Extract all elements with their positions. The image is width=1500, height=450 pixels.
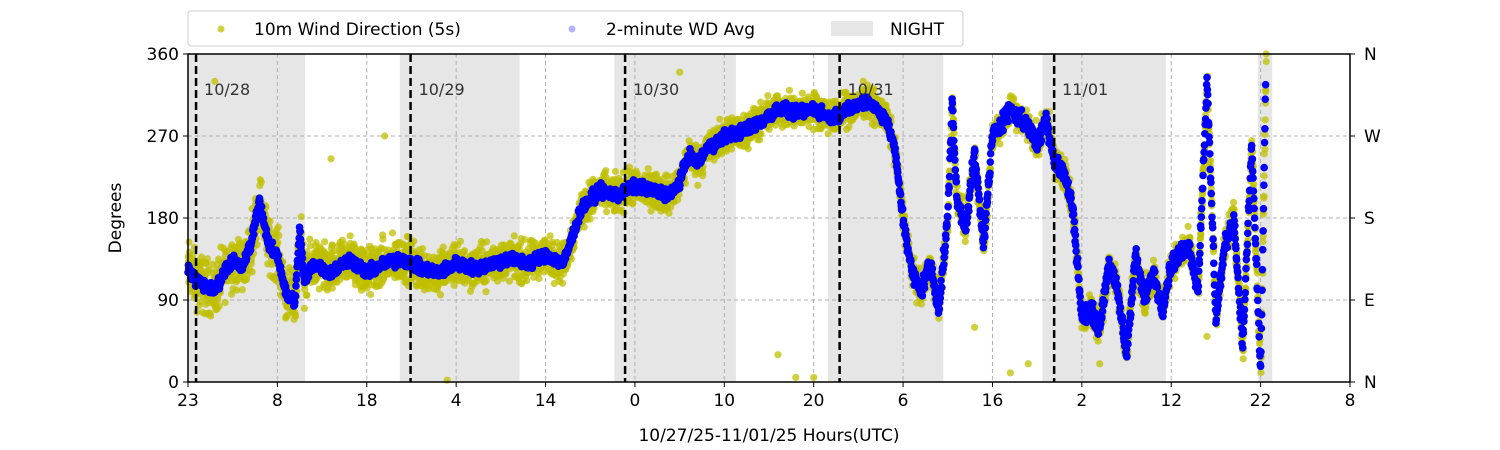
wd-5s-point xyxy=(418,244,427,253)
wd-5s-point xyxy=(1203,332,1211,341)
wd-5s-point xyxy=(221,298,229,307)
wd-5s-point xyxy=(1206,157,1215,165)
wd-5s-point xyxy=(379,235,387,243)
wd-5s-point xyxy=(558,279,567,287)
wd-5s-point xyxy=(716,115,724,123)
wd-5s-point xyxy=(764,92,772,100)
wd-5s-point xyxy=(367,290,375,299)
wd-5s-point xyxy=(1260,192,1268,200)
wd-5s-point xyxy=(253,241,261,249)
wd-5s-point xyxy=(328,284,336,292)
wd-5s-point xyxy=(1260,172,1268,180)
wd-5s-point xyxy=(233,286,241,294)
wd-5s-point xyxy=(436,291,445,299)
wd-5s-point xyxy=(483,238,491,246)
wd-5s-point xyxy=(774,351,782,359)
wd-5s-point xyxy=(1229,198,1238,207)
wd-5s-point xyxy=(1149,256,1158,264)
wd-5s-point xyxy=(301,286,309,294)
wd-5s-point xyxy=(300,304,309,312)
wd-5s-point xyxy=(1262,88,1270,96)
wd-5s-point xyxy=(1259,237,1267,246)
wd-5s-point xyxy=(327,155,335,163)
wd-5s-point xyxy=(523,277,531,285)
wd-5s-point xyxy=(292,312,300,320)
wd-5s-point xyxy=(727,145,736,153)
wd-5s-point xyxy=(996,140,1004,148)
wd-5s-point xyxy=(792,373,800,382)
wd-5s-point xyxy=(1010,95,1018,104)
wd-5s-point xyxy=(215,302,223,310)
wd-5s-point xyxy=(321,238,329,246)
wd-5s-point xyxy=(346,232,354,240)
wd-5s-point xyxy=(303,291,311,299)
wd-5s-point xyxy=(203,255,212,263)
wd-5s-point xyxy=(456,237,465,245)
night-period xyxy=(399,54,520,382)
wd-5s-point xyxy=(1262,58,1270,66)
wd-5s-point xyxy=(810,373,818,382)
wd-5s-point xyxy=(676,68,684,76)
wd-5s-point xyxy=(603,208,611,216)
wd-5s-point xyxy=(482,288,490,296)
wd-5s-point xyxy=(460,247,469,255)
wd-5s-point xyxy=(546,232,554,240)
wd-5s-point xyxy=(1184,222,1192,231)
wd-5s-point xyxy=(510,232,518,240)
wd-5s-point xyxy=(798,89,806,97)
wd-5s-point xyxy=(381,132,389,140)
wd-5s-point xyxy=(744,145,752,153)
wd-5s-point xyxy=(238,286,246,294)
wd-5s-point xyxy=(274,223,282,231)
wd-5s-point xyxy=(248,268,256,276)
wd-5s-point xyxy=(185,238,193,246)
wd-5s-point xyxy=(611,167,620,176)
wd-5s-point xyxy=(208,260,217,268)
wd-5s-point xyxy=(580,223,588,231)
wd-5s-point xyxy=(1096,360,1104,368)
wd-5s-point xyxy=(1261,145,1269,153)
wd-5s-point xyxy=(1032,116,1040,124)
wd-5s-point xyxy=(439,243,447,251)
wd-5s-point xyxy=(207,312,215,320)
wd-5s-point xyxy=(306,242,314,250)
wd-5s-point xyxy=(275,231,283,240)
wd-5s-point xyxy=(970,323,979,331)
wd-5s-point xyxy=(274,238,282,246)
wd-5s-point xyxy=(227,290,236,298)
wd-5s-point xyxy=(535,274,543,283)
wd-5s-point xyxy=(1006,369,1014,377)
wd-5s-point xyxy=(1094,337,1102,345)
wd-5s-point xyxy=(306,235,314,243)
wd-5s-point xyxy=(266,217,274,226)
wd-5s-point xyxy=(1239,355,1247,363)
wd-5s-point xyxy=(257,178,265,186)
wd-5s-point xyxy=(297,213,305,221)
wd-5s-point xyxy=(586,215,594,223)
wd-5s-point xyxy=(644,165,652,173)
wd-5s-point xyxy=(482,276,490,285)
wd-5s-point xyxy=(961,237,969,246)
wd-5s-point xyxy=(1261,116,1269,124)
wd-5s-point xyxy=(694,181,702,189)
wd-5s-point xyxy=(388,229,397,237)
wd-5s-point xyxy=(1024,360,1032,368)
wd-5s-point xyxy=(602,167,610,175)
wd-5s-point xyxy=(785,86,794,94)
